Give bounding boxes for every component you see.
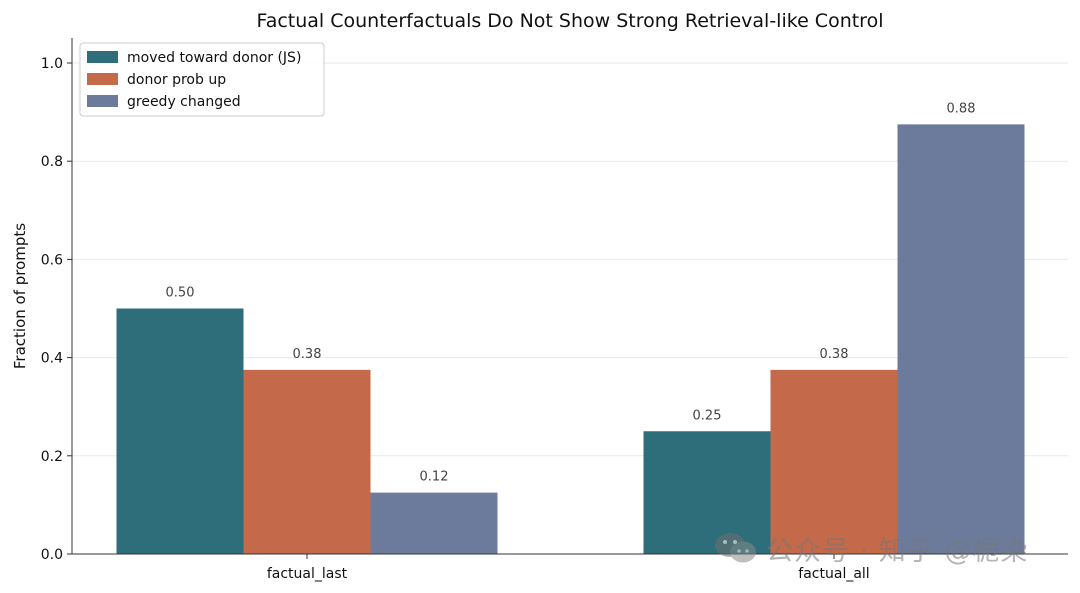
y-tick-label: 1.0: [41, 56, 63, 72]
legend-label-donor-prob-up: donor prob up: [127, 72, 226, 88]
legend-frame: [79, 42, 325, 117]
data-label: 0.50: [166, 286, 195, 301]
legend-label-moved-toward-donor: moved toward donor (JS): [127, 50, 301, 66]
data-label: 0.38: [820, 347, 849, 362]
labels-layer: 0.0 0.2 0.4 0.6 0.8 1.0 0.50 0.38 0.12 factual_la…: [41, 56, 976, 582]
bar-factual_last-moved-toward-donor-js: [116, 308, 244, 554]
x-tick-label: factual_all: [798, 566, 869, 582]
y-tick-label: 0.6: [41, 252, 63, 268]
bar-factual_last-donor-prob-up: [243, 369, 371, 554]
watermark: 公众号 · 知乎 @栀染: [714, 528, 1028, 568]
y-tick-label: 0.4: [41, 351, 63, 367]
bars-layer: [116, 124, 1025, 554]
data-label: 0.12: [420, 470, 449, 485]
watermark-text: 公众号 · 知乎 @栀染: [766, 535, 1029, 567]
x-tick-label: factual_last: [267, 566, 348, 582]
data-label: 0.88: [947, 101, 976, 116]
wechat-icon: [715, 533, 756, 563]
bar-factual_all-donor-prob-up: [770, 369, 898, 554]
y-tick-label: 0.0: [41, 547, 63, 563]
y-tick-label: 0.2: [41, 449, 63, 465]
chart-title: Factual Counterfactuals Do Not Show Stro…: [257, 10, 884, 32]
y-axis-label: Fraction of prompts: [11, 223, 29, 369]
bar-factual_last-greedy-changed: [370, 492, 498, 554]
legend-swatch-greedy-changed: [87, 95, 118, 107]
legend: moved toward donor (JS) donor prob up gr…: [79, 42, 325, 117]
y-tick-label: 0.8: [41, 154, 63, 170]
data-label: 0.25: [693, 408, 722, 423]
legend-label-greedy-changed: greedy changed: [127, 94, 241, 110]
data-label: 0.38: [293, 347, 322, 362]
legend-swatch-donor-prob-up: [87, 73, 118, 85]
legend-swatch-moved-toward-donor: [87, 51, 118, 63]
bar-factual_all-greedy-changed: [897, 124, 1025, 554]
bar-factual_all-moved-toward-donor-js: [643, 431, 771, 554]
axes-layer: [71, 38, 1068, 555]
